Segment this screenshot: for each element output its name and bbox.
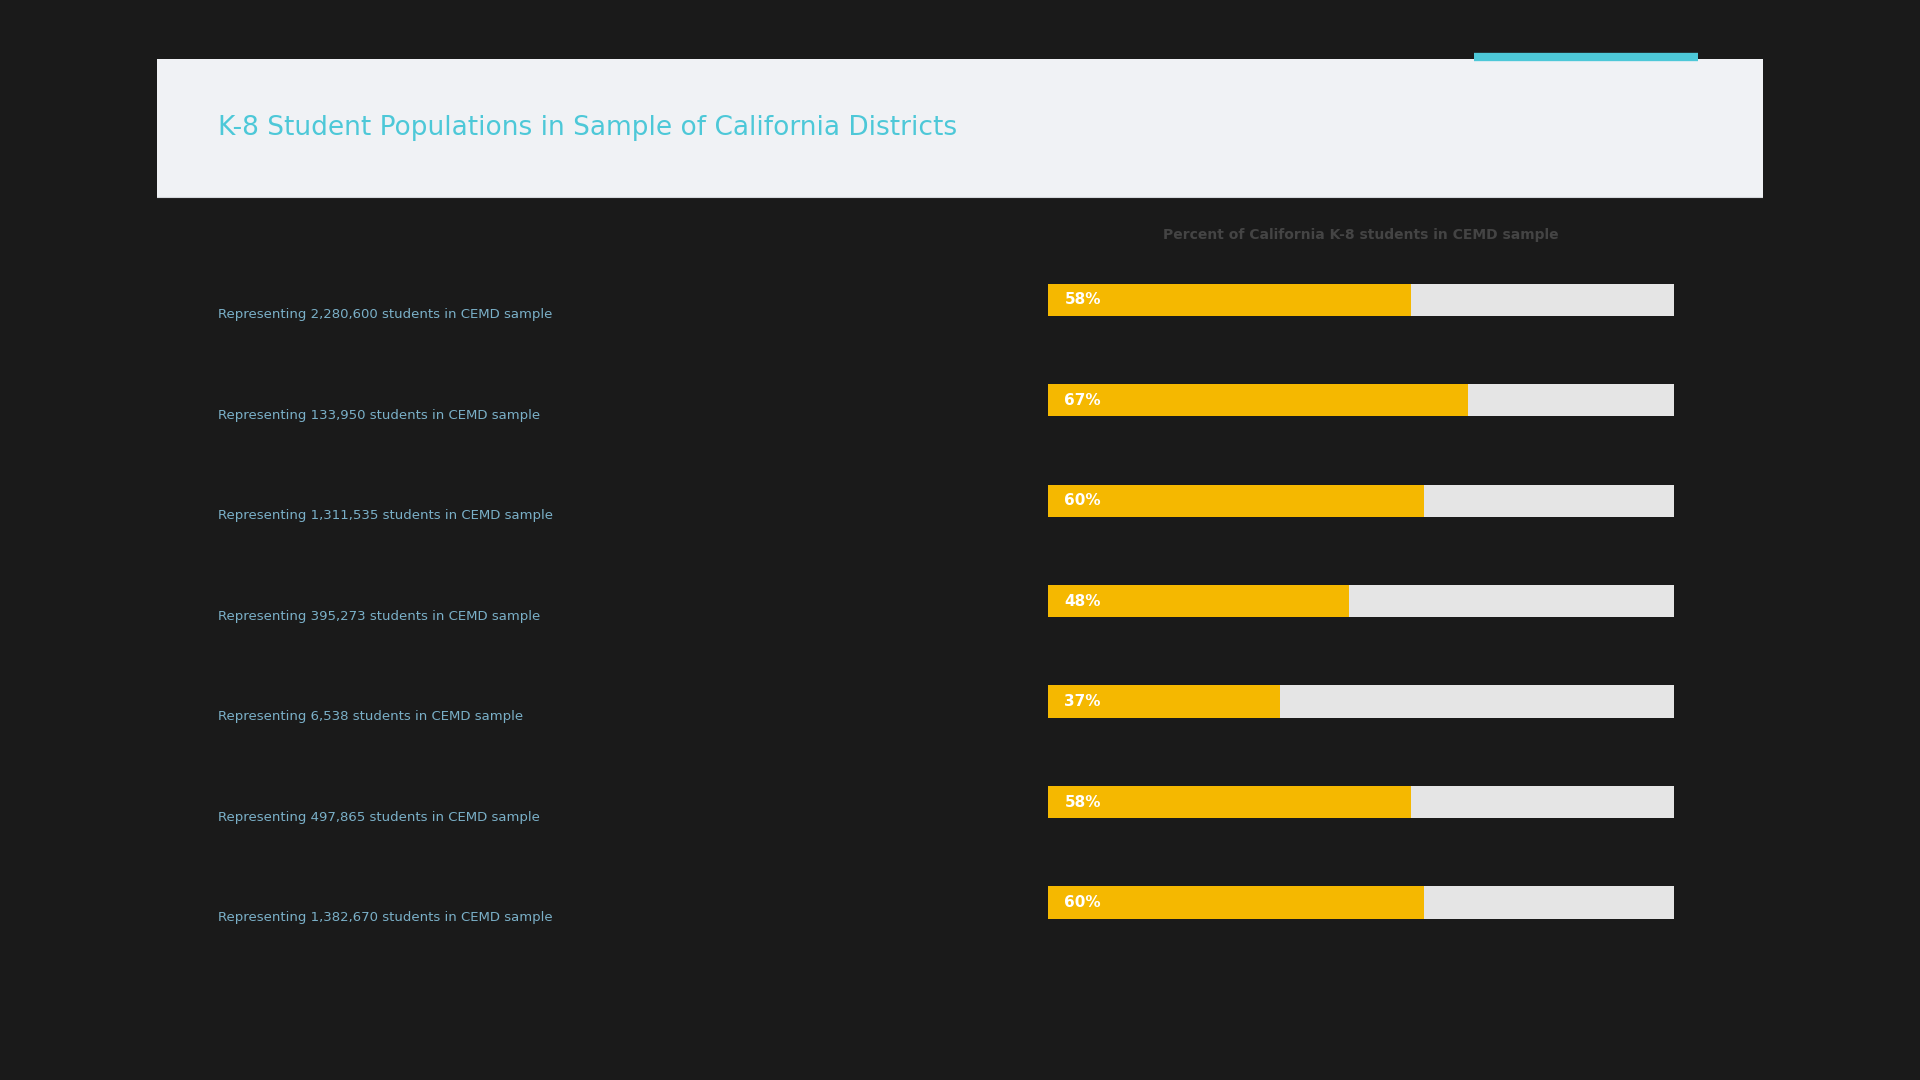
Text: 37%: 37% xyxy=(1064,694,1100,710)
Text: Students enrolled in the National School Lunch Program: Students enrolled in the National School… xyxy=(219,876,730,891)
Text: Latino students: Latino students xyxy=(219,474,361,489)
Text: Representing 497,865 students in CEMD sample: Representing 497,865 students in CEMD sa… xyxy=(219,811,540,824)
Text: 58%: 58% xyxy=(1064,795,1100,810)
FancyBboxPatch shape xyxy=(1048,585,1348,618)
FancyBboxPatch shape xyxy=(1048,585,1674,618)
FancyBboxPatch shape xyxy=(1048,284,1411,315)
FancyBboxPatch shape xyxy=(1048,384,1467,417)
Text: All students: All students xyxy=(219,273,326,288)
Text: 58%: 58% xyxy=(1064,293,1100,307)
Text: Black students: Black students xyxy=(219,374,353,389)
Text: 60%: 60% xyxy=(1064,895,1100,910)
Text: Multilingual learners: Multilingual learners xyxy=(219,775,407,791)
FancyBboxPatch shape xyxy=(1048,485,1674,517)
Text: 48%: 48% xyxy=(1064,594,1100,609)
FancyBboxPatch shape xyxy=(1048,284,1674,315)
Text: 60%: 60% xyxy=(1064,494,1100,509)
Text: White students: White students xyxy=(219,575,357,590)
FancyBboxPatch shape xyxy=(1048,485,1425,517)
FancyBboxPatch shape xyxy=(1048,887,1674,919)
FancyBboxPatch shape xyxy=(1048,786,1674,819)
FancyBboxPatch shape xyxy=(1048,786,1411,819)
Text: Indigenous students: Indigenous students xyxy=(219,675,403,690)
Text: Representing 1,382,670 students in CEMD sample: Representing 1,382,670 students in CEMD … xyxy=(219,912,553,924)
FancyBboxPatch shape xyxy=(1048,384,1674,417)
FancyBboxPatch shape xyxy=(1048,686,1281,718)
FancyBboxPatch shape xyxy=(1048,686,1674,718)
Text: Representing 2,280,600 students in CEMD sample: Representing 2,280,600 students in CEMD … xyxy=(219,309,553,322)
FancyBboxPatch shape xyxy=(1048,887,1425,919)
FancyBboxPatch shape xyxy=(157,59,1763,198)
Text: Representing 1,311,535 students in CEMD sample: Representing 1,311,535 students in CEMD … xyxy=(219,510,553,523)
Text: Percent of California K-8 students in CEMD sample: Percent of California K-8 students in CE… xyxy=(1164,228,1559,242)
Text: Representing 6,538 students in CEMD sample: Representing 6,538 students in CEMD samp… xyxy=(219,711,524,724)
Text: K-8 Student Populations in Sample of California Districts: K-8 Student Populations in Sample of Cal… xyxy=(219,116,958,141)
Text: 67%: 67% xyxy=(1064,393,1100,407)
Text: Representing 395,273 students in CEMD sample: Representing 395,273 students in CEMD sa… xyxy=(219,610,541,623)
Text: Representing 133,950 students in CEMD sample: Representing 133,950 students in CEMD sa… xyxy=(219,409,541,422)
